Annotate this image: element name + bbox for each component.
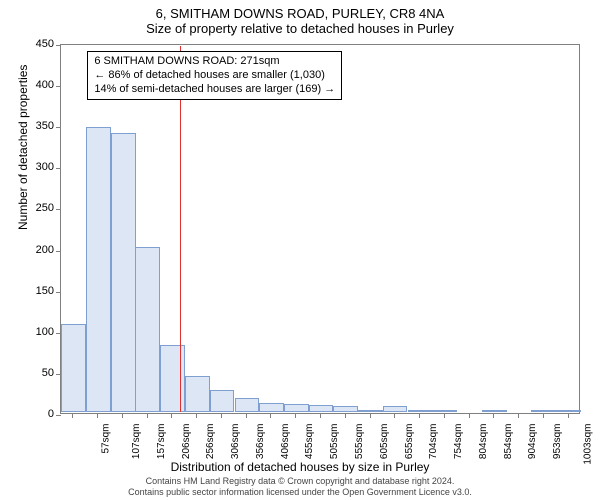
xtick-mark — [568, 413, 569, 418]
xtick-label: 605sqm — [379, 424, 390, 460]
ytick-label: 100 — [36, 326, 54, 338]
ytick-label: 400 — [36, 79, 54, 91]
ytick-mark — [56, 45, 61, 46]
chart-title-sub: Size of property relative to detached ho… — [0, 21, 600, 38]
xtick-label: 555sqm — [354, 424, 365, 460]
xtick-label: 904sqm — [527, 424, 538, 460]
histogram-bar — [383, 406, 408, 412]
xtick-label: 704sqm — [428, 424, 439, 460]
histogram-bar — [210, 390, 235, 412]
xtick-mark — [147, 413, 148, 418]
histogram-bar — [259, 403, 284, 412]
xtick-mark — [270, 413, 271, 418]
xtick-label: 854sqm — [503, 424, 514, 460]
ytick-mark — [56, 86, 61, 87]
histogram-bar — [482, 410, 507, 412]
ytick-mark — [56, 168, 61, 169]
xtick-mark — [246, 413, 247, 418]
xtick-label: 206sqm — [181, 424, 192, 460]
xtick-mark — [518, 413, 519, 418]
histogram-bar — [309, 405, 334, 412]
footer-line2: Contains public sector information licen… — [0, 487, 600, 498]
xtick-mark — [370, 413, 371, 418]
xtick-mark — [394, 413, 395, 418]
histogram-bar — [160, 345, 185, 412]
histogram-bar — [358, 410, 383, 412]
ytick-label: 50 — [42, 367, 54, 379]
x-axis-label: Distribution of detached houses by size … — [0, 460, 600, 474]
xtick-label: 157sqm — [156, 424, 167, 460]
xtick-mark — [171, 413, 172, 418]
histogram-bar — [111, 133, 136, 412]
histogram-bar — [61, 324, 86, 412]
ytick-label: 450 — [36, 38, 54, 50]
xtick-mark — [444, 413, 445, 418]
xtick-mark — [469, 413, 470, 418]
xtick-mark — [72, 413, 73, 418]
xtick-label: 107sqm — [131, 424, 142, 460]
ytick-mark — [56, 127, 61, 128]
ytick-mark — [56, 209, 61, 210]
xtick-label: 455sqm — [305, 424, 316, 460]
histogram-bar — [284, 404, 309, 412]
chart-area: 6 SMITHAM DOWNS ROAD: 271sqm← 86% of det… — [60, 44, 580, 414]
xtick-mark — [196, 413, 197, 418]
reference-line — [180, 46, 181, 412]
ytick-mark — [56, 251, 61, 252]
xtick-label: 953sqm — [552, 424, 563, 460]
annotation-line1: 6 SMITHAM DOWNS ROAD: 271sqm — [94, 55, 335, 69]
ytick-label: 350 — [36, 120, 54, 132]
histogram-bar — [185, 376, 210, 412]
histogram-bar — [556, 410, 581, 412]
plot-area: 6 SMITHAM DOWNS ROAD: 271sqm← 86% of det… — [60, 44, 580, 414]
xtick-mark — [97, 413, 98, 418]
histogram-bar — [135, 247, 160, 412]
footer-attribution: Contains HM Land Registry data © Crown c… — [0, 476, 600, 498]
xtick-mark — [543, 413, 544, 418]
annotation-box: 6 SMITHAM DOWNS ROAD: 271sqm← 86% of det… — [87, 51, 342, 100]
ytick-label: 200 — [36, 244, 54, 256]
ytick-mark — [56, 292, 61, 293]
xtick-label: 754sqm — [453, 424, 464, 460]
ytick-mark — [56, 415, 61, 416]
ytick-label: 250 — [36, 202, 54, 214]
xtick-mark — [295, 413, 296, 418]
histogram-bar — [86, 127, 111, 412]
histogram-bar — [531, 410, 556, 412]
xtick-label: 804sqm — [478, 424, 489, 460]
xtick-label: 655sqm — [404, 424, 415, 460]
xtick-mark — [493, 413, 494, 418]
histogram-bar — [333, 406, 358, 412]
xtick-mark — [345, 413, 346, 418]
footer-line1: Contains HM Land Registry data © Crown c… — [0, 476, 600, 487]
histogram-bar — [235, 398, 260, 412]
xtick-mark — [122, 413, 123, 418]
xtick-label: 406sqm — [280, 424, 291, 460]
xtick-label: 306sqm — [230, 424, 241, 460]
ytick-label: 300 — [36, 161, 54, 173]
ytick-label: 150 — [36, 285, 54, 297]
xtick-label: 356sqm — [255, 424, 266, 460]
xtick-mark — [221, 413, 222, 418]
xtick-mark — [419, 413, 420, 418]
chart-title-main: 6, SMITHAM DOWNS ROAD, PURLEY, CR8 4NA — [0, 0, 600, 21]
ytick-label: 0 — [48, 408, 54, 420]
xtick-label: 505sqm — [329, 424, 340, 460]
xtick-label: 1003sqm — [582, 424, 593, 465]
xtick-label: 256sqm — [206, 424, 217, 460]
annotation-line3: 14% of semi-detached houses are larger (… — [94, 83, 335, 97]
annotation-line2: ← 86% of detached houses are smaller (1,… — [94, 69, 335, 83]
xtick-label: 57sqm — [101, 424, 112, 454]
histogram-bar — [432, 410, 457, 412]
histogram-bar — [408, 410, 433, 412]
y-axis-label: Number of detached properties — [16, 65, 30, 230]
xtick-mark — [320, 413, 321, 418]
